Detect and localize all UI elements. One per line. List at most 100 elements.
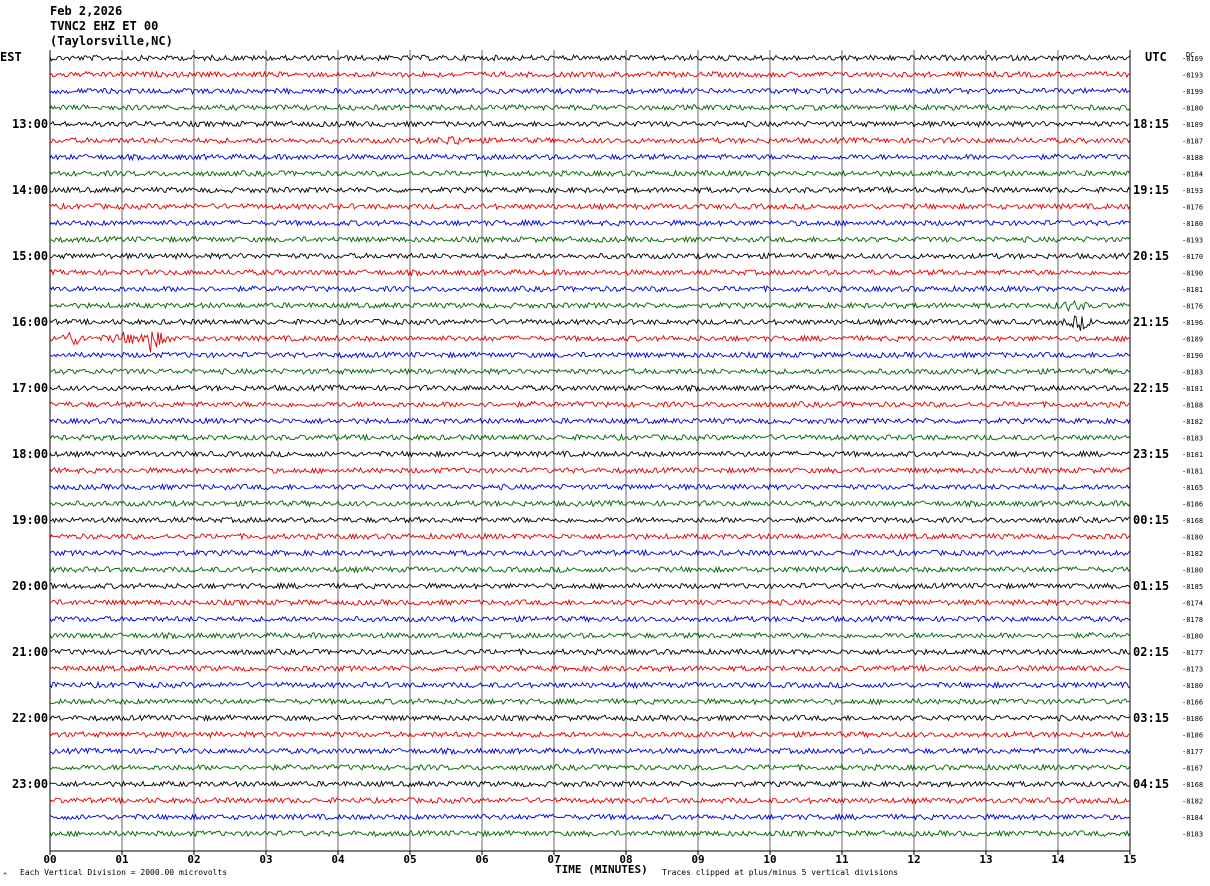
- dc-offset-label: -8185: [1182, 583, 1203, 591]
- trace-line-15: [49, 299, 1131, 313]
- trace-line-26: [49, 483, 1131, 492]
- trace-line-22: [49, 416, 1131, 425]
- dc-offset-label: -8186: [1182, 501, 1203, 509]
- x-tick-label: 00: [43, 853, 56, 866]
- trace-line-21: [49, 400, 1131, 409]
- dc-offset-label: -8183: [1182, 831, 1203, 839]
- dc-offset-label: -8193: [1182, 187, 1203, 195]
- dc-offset-label: -8176: [1182, 204, 1203, 212]
- plot-header: Feb 2,2026 TVNC2 EHZ ET 00 (Taylorsville…: [50, 4, 173, 49]
- station-location: (Taylorsville,NC): [50, 34, 173, 48]
- x-tick-label: 06: [475, 853, 489, 866]
- trace-line-31: [49, 565, 1131, 574]
- station-code: TVNC2 EHZ ET 00: [50, 19, 159, 33]
- trace-line-36: [49, 647, 1131, 657]
- dc-offset-label: -8190: [1182, 352, 1203, 360]
- trace-line-35: [49, 631, 1131, 640]
- right-hour-label: 00:15: [1133, 513, 1169, 527]
- dc-offset-label: -8170: [1182, 253, 1203, 261]
- clip-note: Traces clipped at plus/minus 5 vertical …: [662, 868, 899, 877]
- x-tick-label: 15: [1123, 853, 1136, 866]
- x-tick-label: 02: [187, 853, 200, 866]
- trace-line-16: [49, 315, 1131, 331]
- right-hour-label: 18:15: [1133, 117, 1169, 131]
- dc-offset-label: -8182: [1182, 798, 1203, 806]
- dc-offset-label: -8178: [1182, 616, 1203, 624]
- trace-line-43: [49, 763, 1131, 772]
- left-hour-label: 23:00: [12, 777, 48, 791]
- x-tick-label: 03: [259, 853, 272, 866]
- trace-line-3: [49, 103, 1131, 112]
- dc-offset-label: -8182: [1182, 550, 1203, 558]
- trace-line-17: [49, 331, 1130, 353]
- trace-line-27: [49, 499, 1131, 508]
- trace-line-32: [49, 581, 1131, 591]
- dc-offset-label: -8199: [1182, 88, 1203, 96]
- dc-offset-label: -8180: [1182, 105, 1203, 113]
- trace-line-0: [49, 53, 1131, 63]
- x-tick-label: 07: [547, 853, 560, 866]
- trace-line-1: [49, 70, 1131, 79]
- right-hour-label: 02:15: [1133, 645, 1169, 659]
- right-hour-label: 20:15: [1133, 249, 1169, 263]
- trace-line-5: [49, 135, 1131, 146]
- corner-mark: ^: [3, 872, 8, 880]
- trace-line-46: [49, 812, 1131, 822]
- dc-offset-label: -8180: [1182, 682, 1203, 690]
- dc-column-header: DC: [1186, 51, 1194, 59]
- dc-offset-label: -8165: [1182, 484, 1203, 492]
- x-tick-label: 14: [1051, 853, 1065, 866]
- trace-line-14: [49, 284, 1131, 294]
- trace-line-44: [49, 779, 1131, 789]
- trace-line-30: [49, 548, 1131, 558]
- dc-offset-label: -8169: [1182, 55, 1203, 63]
- trace-line-29: [49, 532, 1131, 541]
- dc-offset-label: -8168: [1182, 781, 1203, 789]
- dc-offset-label: -8196: [1182, 319, 1203, 327]
- dc-offset-label: -8177: [1182, 649, 1203, 657]
- x-tick-label: 13: [979, 853, 992, 866]
- x-tick-label: 12: [907, 853, 920, 866]
- dc-offset-label: -8186: [1182, 732, 1203, 740]
- dc-offset-label: -8188: [1182, 402, 1203, 410]
- dc-offset-label: -8181: [1182, 385, 1203, 393]
- trace-line-37: [49, 664, 1131, 673]
- trace-line-8: [49, 185, 1131, 195]
- left-hour-label: 16:00: [12, 315, 48, 329]
- trace-line-12: [49, 252, 1131, 261]
- trace-line-4: [49, 119, 1131, 129]
- right-hour-label: 04:15: [1133, 777, 1169, 791]
- x-tick-label: 08: [619, 853, 632, 866]
- right-hour-label: 21:15: [1133, 315, 1169, 329]
- x-tick-label: 05: [403, 853, 416, 866]
- left-hour-label: 22:00: [12, 711, 48, 725]
- x-axis-title: TIME (MINUTES): [555, 863, 648, 876]
- dc-offset-label: -8188: [1182, 154, 1203, 162]
- dc-offset-label: -8180: [1182, 567, 1203, 575]
- dc-offset-label: -8177: [1182, 748, 1203, 756]
- trace-line-33: [50, 598, 1131, 607]
- x-tick-label: 09: [691, 853, 704, 866]
- x-tick-label: 11: [835, 853, 849, 866]
- dc-offset-label: -8183: [1182, 369, 1203, 377]
- dc-offset-label: -8181: [1182, 451, 1203, 459]
- dc-offset-label: -8184: [1182, 814, 1203, 822]
- trace-line-47: [49, 829, 1131, 838]
- dc-offset-label: -8166: [1182, 699, 1203, 707]
- dc-offset-label: -8180: [1182, 220, 1203, 228]
- dc-offset-label: -8189: [1182, 336, 1203, 344]
- trace-line-28: [49, 516, 1131, 524]
- trace-line-42: [49, 747, 1131, 756]
- trace-line-25: [49, 466, 1131, 475]
- dc-offset-label: -8182: [1182, 418, 1203, 426]
- dc-offset-label: -8168: [1182, 517, 1203, 525]
- trace-line-45: [49, 796, 1131, 805]
- dc-offset-label: -8190: [1182, 270, 1203, 278]
- left-timezone-label: EST: [0, 50, 22, 64]
- left-hour-label: 14:00: [12, 183, 48, 197]
- left-hour-label: 20:00: [12, 579, 48, 593]
- trace-line-23: [49, 433, 1131, 442]
- left-hour-label: 18:00: [12, 447, 48, 461]
- dc-offset-label: -8193: [1182, 237, 1203, 245]
- dc-offset-label: -8183: [1182, 435, 1203, 443]
